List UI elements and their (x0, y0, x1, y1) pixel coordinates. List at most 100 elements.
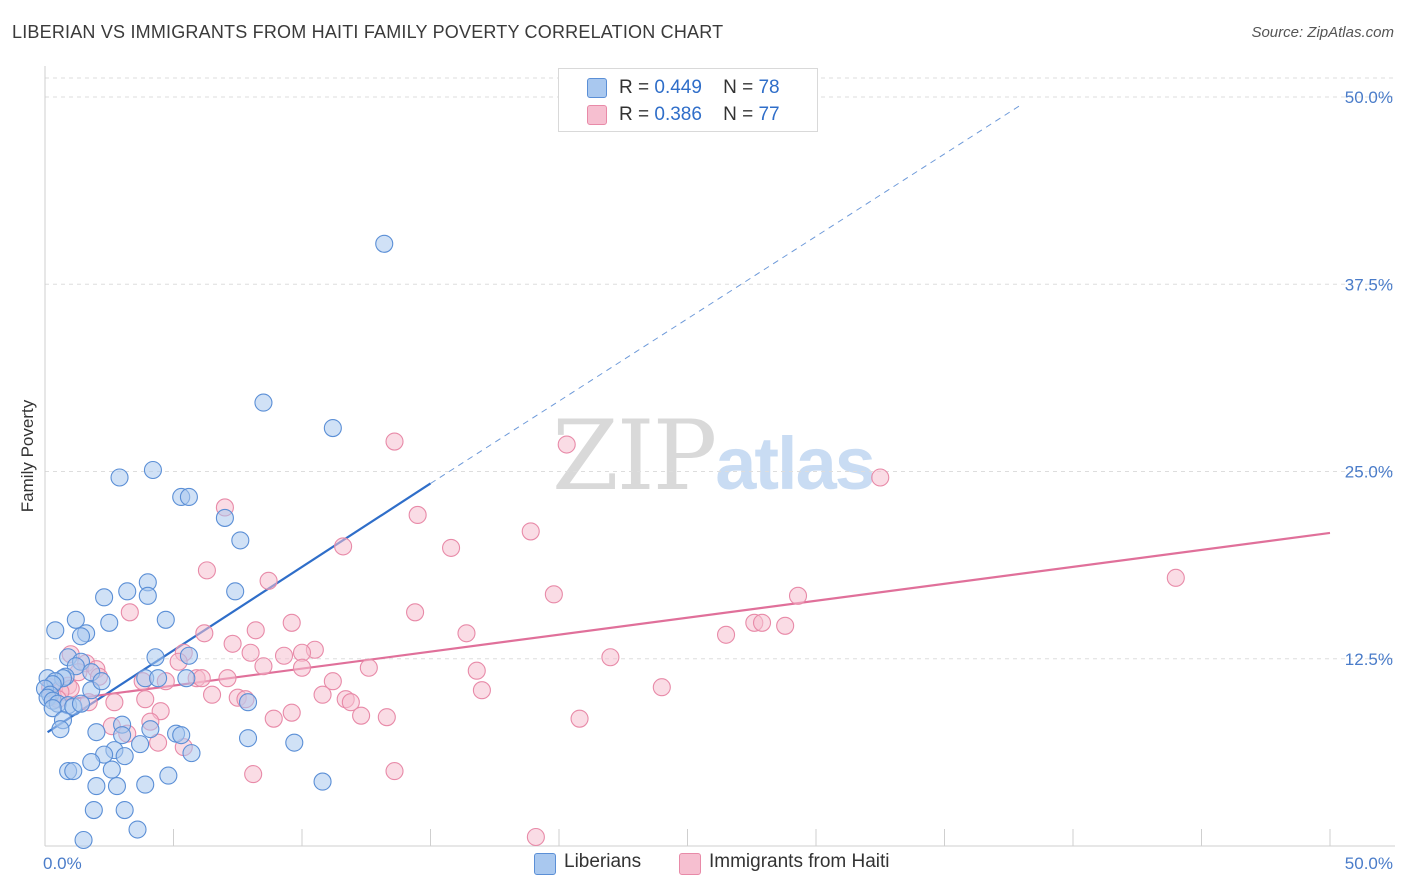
point-haiti (408, 505, 427, 524)
legend-swatch-pink (679, 853, 701, 875)
point-liberian (87, 723, 106, 742)
point-haiti (197, 561, 216, 580)
legend-swatch-blue (587, 78, 607, 98)
point-haiti (467, 661, 486, 680)
legend-r-value: 0.386 (654, 104, 702, 125)
point-liberian (226, 582, 245, 601)
point-liberian (179, 646, 198, 665)
point-liberian (136, 775, 155, 794)
point-haiti (871, 468, 890, 487)
x-tick-label-max: 50.0% (1345, 854, 1393, 873)
legend-r-value: 0.449 (654, 77, 702, 98)
point-haiti (341, 693, 360, 712)
point-liberian (215, 508, 234, 527)
y-tick-label: 12.5% (1345, 650, 1393, 669)
point-liberian (172, 726, 191, 745)
point-haiti (313, 685, 332, 704)
point-haiti (472, 681, 491, 700)
point-haiti (457, 624, 476, 643)
point-haiti (244, 765, 263, 784)
point-liberian (118, 582, 137, 601)
point-liberian (238, 693, 258, 712)
legend-r-label: R = (619, 104, 650, 125)
point-haiti (601, 648, 620, 667)
point-liberian (141, 720, 160, 739)
y-tick-label: 50.0% (1345, 88, 1393, 107)
point-liberian (149, 669, 168, 688)
point-liberian (159, 766, 178, 785)
point-liberian (71, 694, 91, 713)
trend-line-liberians (46, 482, 432, 734)
legend-swatch-pink (587, 105, 607, 125)
trend-line-liberians-extension (430, 104, 1022, 484)
point-liberian (64, 762, 83, 781)
point-haiti (1166, 568, 1185, 587)
point-liberian (285, 733, 304, 752)
point-liberian (177, 669, 196, 688)
point-liberian (238, 729, 258, 748)
point-liberian (182, 744, 201, 763)
point-liberian (323, 419, 342, 438)
watermark-atlas: atlas (715, 422, 876, 505)
point-liberian (110, 468, 129, 487)
point-haiti (136, 690, 155, 709)
point-haiti (218, 669, 237, 688)
point-haiti (442, 538, 461, 557)
point-liberian (115, 747, 134, 766)
legend-n-label: N = (723, 77, 754, 98)
point-liberian (156, 610, 175, 629)
point-haiti (254, 657, 273, 676)
point-haiti (752, 613, 772, 632)
y-tick-label: 37.5% (1345, 275, 1393, 294)
point-liberian (46, 621, 65, 640)
point-haiti (274, 646, 294, 665)
point-liberian (87, 777, 106, 796)
point-liberian (179, 487, 198, 507)
point-liberian (82, 753, 101, 772)
point-liberian (254, 393, 273, 412)
point-haiti (788, 586, 808, 605)
point-haiti (652, 678, 671, 697)
point-haiti (282, 613, 301, 632)
point-liberian (143, 460, 162, 480)
point-haiti (557, 435, 576, 454)
point-haiti (264, 709, 283, 728)
point-liberian (115, 800, 134, 820)
correlation-legend: R = 0.449 N = 78 R = 0.386 N = 77 (558, 68, 818, 132)
legend-n-value: 78 (758, 77, 780, 98)
grid-lines (45, 77, 1395, 660)
point-liberian (313, 772, 332, 791)
point-haiti (149, 733, 168, 752)
point-haiti (570, 709, 589, 728)
legend-n-value: 77 (758, 104, 780, 125)
point-haiti (195, 624, 214, 643)
watermark-zip: ZIP (552, 400, 717, 512)
point-liberian (231, 531, 250, 550)
point-haiti (716, 625, 736, 644)
point-haiti (521, 522, 540, 541)
point-liberian (102, 760, 121, 779)
point-haiti (385, 432, 404, 451)
axes (44, 66, 1395, 847)
point-haiti (776, 616, 795, 635)
point-haiti (120, 603, 139, 622)
legend-n-label: N = (723, 104, 754, 125)
point-liberian (71, 627, 91, 646)
point-haiti (352, 706, 371, 725)
point-liberian (107, 777, 127, 796)
point-liberian (375, 234, 394, 253)
legend-label-haiti: Immigrants from Haiti (709, 851, 890, 872)
point-liberian (100, 613, 119, 632)
point-liberian (43, 699, 62, 718)
point-haiti (282, 703, 301, 722)
point-liberian (51, 720, 70, 739)
point-liberian (74, 830, 93, 850)
point-liberian (95, 588, 114, 607)
watermark: ZIPatlas (552, 400, 876, 512)
point-haiti (334, 537, 353, 556)
point-haiti (105, 693, 124, 712)
point-liberian (84, 800, 103, 820)
point-haiti (259, 571, 278, 590)
point-haiti (192, 669, 211, 688)
